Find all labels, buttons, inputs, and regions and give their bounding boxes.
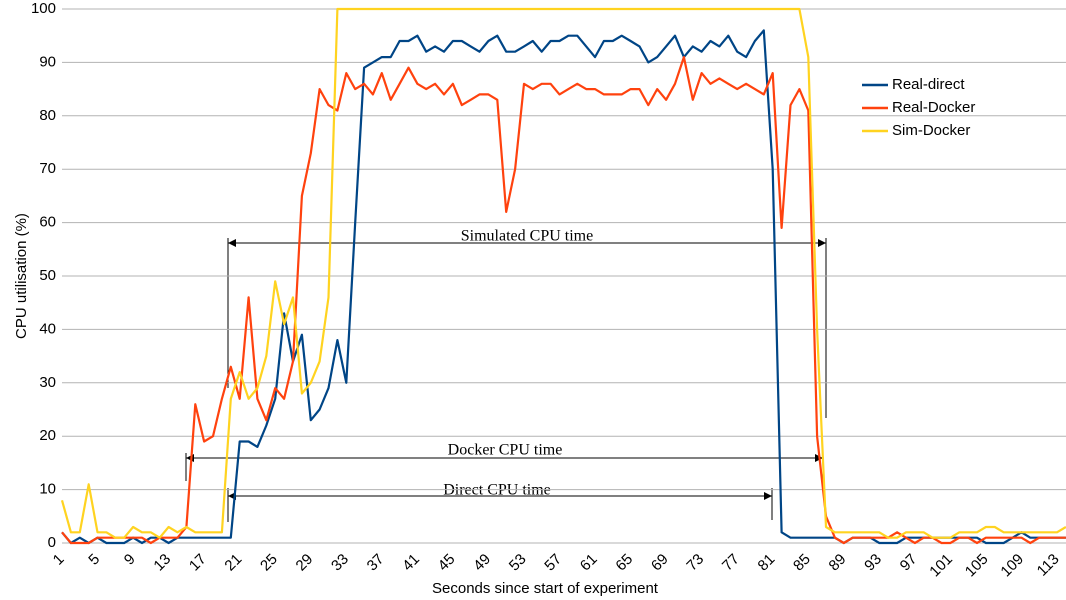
legend-label: Real-direct: [892, 76, 965, 93]
x-tick-label: 57: [541, 551, 565, 575]
plot: 0 10 20 30 40 50 60 70 80 90 100 1 5 9 13 17 21 25 29 33 37 4…: [31, 0, 1066, 580]
x-tick-label: 1: [50, 551, 68, 569]
series-line: [61, 29, 1066, 545]
x-tick-label: 61: [577, 551, 601, 575]
series-line: [61, 56, 1066, 545]
x-tick-label: 105: [962, 551, 992, 581]
y-tick-label: 40: [39, 320, 56, 337]
x-tick-label: 81: [755, 551, 779, 575]
annotation: Docker CPU time: [448, 442, 563, 459]
y-axis-title: CPU utilisation (%): [13, 213, 30, 339]
x-tick-label: 29: [293, 551, 317, 575]
x-tick-label: 69: [648, 551, 672, 575]
x-tick-label: 97: [897, 551, 921, 575]
y-tick-label: 30: [39, 374, 56, 391]
legend-label: Real-Docker: [892, 99, 975, 116]
series-line: [60, 7, 1066, 539]
y-tick-label: 80: [39, 107, 56, 124]
y-tick-label: 100: [31, 0, 56, 17]
x-tick-label: 93: [861, 551, 885, 575]
x-tick-label: 53: [506, 551, 530, 575]
x-tick-label: 25: [257, 551, 281, 575]
y-tick-label: 0: [48, 534, 56, 551]
x-tick-label: 45: [435, 551, 459, 575]
x-tick-label: 77: [719, 551, 743, 575]
x-tick-label: 13: [150, 551, 174, 575]
x-tick-label: 113: [1034, 551, 1063, 580]
y-tick-label: 50: [39, 267, 56, 284]
x-tick-label: 89: [826, 551, 850, 575]
x-tick-label: 65: [612, 551, 636, 575]
annotation: Simulated CPU time: [461, 228, 593, 245]
x-tick-label: 17: [186, 551, 210, 575]
legend-label: Sim-Docker: [892, 122, 970, 139]
x-tick-label: 49: [470, 551, 494, 575]
y-tick-label: 90: [39, 53, 56, 70]
x-tick-label: 21: [221, 551, 245, 575]
x-tick-label: 9: [121, 551, 139, 569]
y-tick-label: 60: [39, 214, 56, 231]
y-tick-label: 20: [39, 427, 56, 444]
x-tick-label: 41: [399, 551, 423, 575]
annotation: Direct CPU time: [443, 482, 551, 499]
x-axis-title: Seconds since start of experiment: [432, 580, 659, 597]
y-tick-label: 10: [39, 481, 56, 498]
x-tick-label: 33: [328, 551, 352, 575]
x-tick-label: 85: [790, 551, 814, 575]
x-tick-label: 37: [364, 551, 388, 575]
x-tick-label: 109: [997, 551, 1027, 581]
x-tick-label: 5: [85, 551, 103, 569]
annotations: Simulated CPU time Docker CPU time Direc…: [185, 228, 827, 522]
x-tick-label: 101: [926, 551, 956, 581]
x-tick-label: 73: [683, 551, 707, 575]
y-tick-label: 70: [39, 160, 56, 177]
